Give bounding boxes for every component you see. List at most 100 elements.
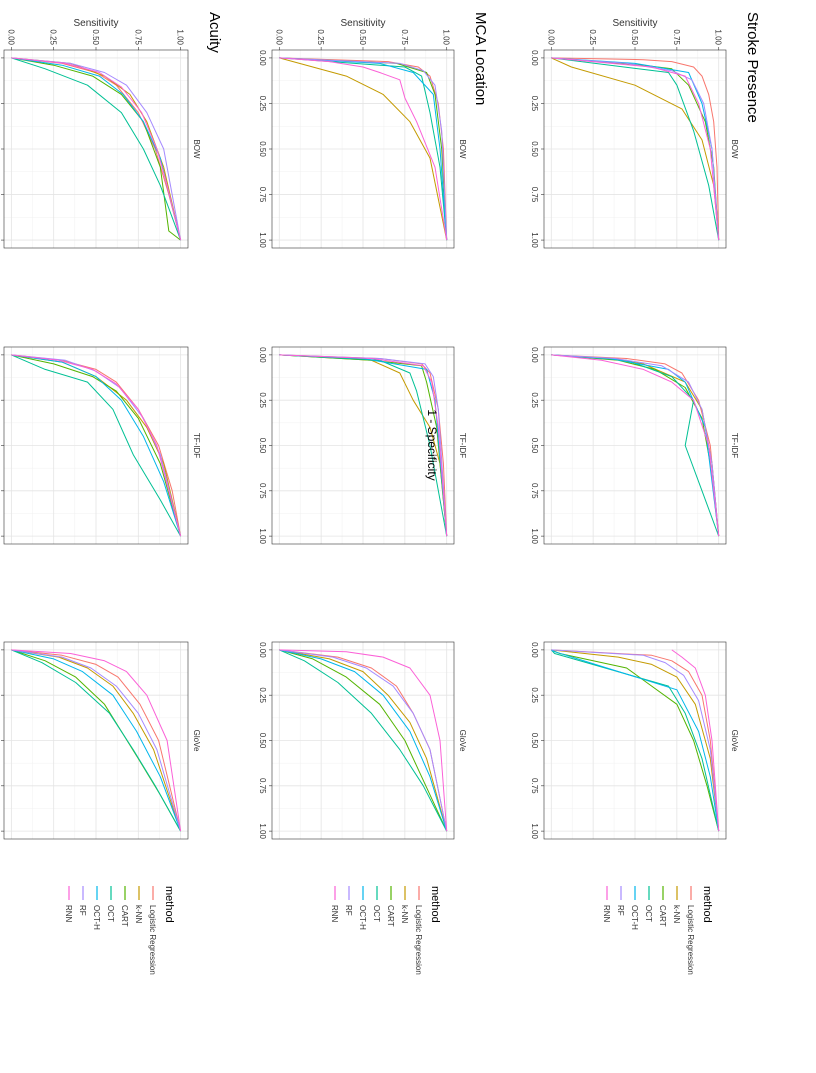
roc-line-k-nn [279, 57, 448, 241]
legend-label: CART [120, 905, 129, 927]
y-tick-label: 0.00 [546, 29, 555, 45]
facet-label: TF-IDF [192, 433, 201, 458]
roc-line-oct-h [551, 649, 720, 832]
x-tick-label: 1.00 [258, 528, 267, 544]
y-tick-label: 0.75 [400, 29, 409, 45]
roc-line-rnn [671, 649, 720, 832]
y-tick-label: 0.25 [49, 29, 58, 45]
x-tick-label: 1.00 [258, 823, 267, 839]
x-tick-label: 0.50 [258, 733, 267, 749]
facet-label: GloVe [730, 730, 739, 752]
roc-line-rnn [551, 57, 720, 241]
x-tick-label: 0.25 [258, 96, 267, 112]
legend-label: RF [78, 905, 87, 916]
row-0: Stroke Presence BOW 0.00 0.00 0.25 0.25 0.50 0.… [530, 12, 761, 975]
row-title: Acuity [206, 12, 223, 53]
roc-line-rf [551, 57, 720, 241]
x-tick-label: 0.75 [258, 187, 267, 203]
y-tick-label: 0.00 [6, 29, 15, 45]
panel-1-2: GloVe 0.00 0.25 0.50 0.75 1.00 [258, 641, 467, 840]
x-tick-label: 0.50 [258, 438, 267, 454]
panel-border [271, 641, 455, 840]
facet-label: GloVe [458, 730, 467, 752]
x-tick-label: 0.75 [530, 483, 539, 499]
panel-0-2: GloVe 0.00 0.25 0.50 0.75 1.00 [530, 641, 739, 840]
legend-label: k-NN [400, 905, 409, 923]
roc-line-oct [551, 57, 720, 241]
y-tick-label: 1.00 [442, 29, 451, 45]
roc-line-oct [279, 354, 448, 537]
y-tick-label: 0.00 [274, 29, 283, 45]
x-tick-label: 0.25 [530, 687, 539, 703]
roc-line-rnn [551, 354, 720, 537]
x-tick-label: 0.50 [530, 141, 539, 157]
legend-label: RF [616, 905, 625, 916]
facet-label: BOW [458, 139, 467, 159]
legend-label: RF [344, 905, 353, 916]
legend-label: CART [658, 905, 667, 927]
roc-line-oct-h [11, 57, 182, 241]
facet-label: TF-IDF [730, 433, 739, 458]
y-axis-title: Sensitivity [73, 18, 118, 29]
panel-1-0: BOW 0.00 0.00 0.25 0.25 0.50 0.50 0.75 0.75 1.00 1… [258, 29, 467, 248]
x-tick-label: 0.50 [258, 141, 267, 157]
legend-label: RNN [330, 905, 339, 923]
y-axis-title: Sensitivity [612, 18, 657, 29]
roc-line-rf [279, 649, 448, 832]
roc-line-rnn [11, 649, 182, 832]
roc-line-oct-h [279, 57, 448, 241]
panel-0-1: TF-IDF 0.00 0.25 0.50 0.75 1.00 [530, 346, 739, 544]
x-tick-label: 0.00 [258, 642, 267, 658]
legend-label: OCT [106, 905, 115, 922]
roc-line-logistic-regression [11, 354, 182, 537]
roc-line-oct-h [279, 649, 448, 832]
x-tick-label: 0.25 [258, 392, 267, 408]
roc-line-oct [279, 649, 448, 832]
legend-label: RNN [64, 905, 73, 923]
facet-label: GloVe [192, 730, 201, 752]
x-tick-label: 0.75 [530, 778, 539, 794]
panel-border [543, 49, 727, 249]
roc-line-cart [11, 354, 182, 537]
y-tick-label: 0.50 [358, 29, 367, 45]
roc-line-oct [279, 57, 448, 241]
roc-line-rf [11, 649, 182, 832]
panel-border [543, 641, 727, 840]
x-tick-label: 1.00 [530, 823, 539, 839]
legend-label: k-NN [672, 905, 681, 923]
y-axis-title: Sensitivity [340, 18, 385, 29]
roc-line-logistic-regression [11, 57, 182, 241]
x-tick-label: 1.00 [258, 232, 267, 248]
roc-line-logistic-regression [279, 57, 448, 241]
roc-line-cart [11, 57, 181, 241]
roc-line-rnn [279, 354, 448, 537]
x-tick-label: 0.00 [258, 347, 267, 363]
legend-0: method Logistic Regression k-NN CART OCT OCT-… [602, 886, 713, 975]
legend-label: k-NN [134, 905, 143, 923]
legend-label: OCT-H [358, 905, 367, 930]
legend-label: OCT [644, 905, 653, 922]
roc-line-logistic-regression [551, 649, 720, 832]
y-tick-label: 0.25 [588, 29, 597, 45]
legend-label: RNN [602, 905, 611, 923]
roc-line-rf [279, 57, 448, 241]
roc-line-oct [11, 57, 182, 241]
x-tick-label: 0.00 [258, 50, 267, 66]
roc-line-oct-h [11, 354, 182, 537]
legend-title: method [701, 886, 713, 923]
roc-line-cart [279, 649, 448, 832]
y-tick-label: 1.00 [176, 29, 185, 45]
roc-line-rf [551, 649, 720, 832]
panel-2-0: BOW0.000.000.250.250.500.500.750.751.001… [1, 29, 201, 249]
x-tick-label: 0.50 [530, 438, 539, 454]
panel-0-0: BOW 0.00 0.00 0.25 0.25 0.50 0.50 0.75 0.75 1.00 1… [530, 29, 739, 248]
row-title: MCA Location [472, 12, 489, 105]
facet-label: TF-IDF [458, 433, 467, 458]
roc-line-rnn [11, 57, 182, 241]
legend-label: OCT [372, 905, 381, 922]
x-tick-label: 0.25 [258, 687, 267, 703]
roc-line-rf [11, 57, 182, 241]
